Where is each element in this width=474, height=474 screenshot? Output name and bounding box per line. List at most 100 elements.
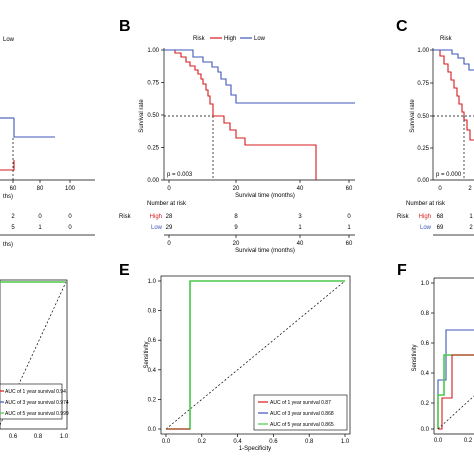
risk-count: 1 <box>298 225 302 231</box>
auc-3yr-label: AUC of 3 year survival 0.868 <box>270 411 334 417</box>
y-tick: 1.0 <box>421 281 430 287</box>
y-axis-label: Sensitivity <box>144 341 150 368</box>
risk-x-tick: 0 <box>167 241 171 247</box>
x-tick: 0.6 <box>269 439 278 445</box>
auc-5yr-label: AUC of 5 year survival 0.865 <box>270 422 334 428</box>
risk-count: 0 <box>347 214 351 220</box>
x-tick: 0.4 <box>233 439 242 445</box>
x-axis-label: Survival time (months) <box>235 193 295 199</box>
roc-curve-5yr <box>437 354 474 429</box>
risk-row-low-label: Low <box>151 225 163 231</box>
risk-count: 29 <box>166 225 173 231</box>
x-tick: 40 <box>297 186 304 192</box>
x-tick: 0.6 <box>9 434 18 440</box>
y-tick: 0.0 <box>148 427 157 433</box>
x-tick: 80 <box>37 186 44 192</box>
auc-1yr-label: AUC of 1 year survival 0.87 <box>270 400 331 406</box>
risk-count: 0 <box>68 214 72 220</box>
risk-count: 2 <box>11 214 15 220</box>
risk-group-label: Risk <box>397 214 410 220</box>
panel-c: Risk 1.00 0.75 0.50 0.25 0.00 Survival r… <box>397 36 474 236</box>
x-tick: 0.2 <box>464 438 473 444</box>
roc-curve-1yr <box>438 354 474 430</box>
risk-row-high-label: High <box>150 214 162 220</box>
x-tick: 60 <box>346 186 353 192</box>
y-tick: 0.75 <box>417 81 429 87</box>
x-tick: 2 <box>468 186 472 192</box>
x-tick: 100 <box>65 186 76 192</box>
reference-diagonal <box>165 280 346 430</box>
risk-x-tick: 40 <box>297 241 304 247</box>
x-axis-label: 1-Specificity <box>239 446 271 452</box>
y-tick: 1.00 <box>147 48 159 54</box>
x-tick: 1.0 <box>60 434 69 440</box>
panel-label-b: B <box>119 18 131 35</box>
legend-low-label: Low <box>254 36 266 42</box>
y-tick: 0.75 <box>147 81 159 87</box>
y-tick: 0.00 <box>147 178 159 184</box>
risk-x-axis-label: Survival time (months) <box>235 248 295 254</box>
risk-count: 0 <box>38 214 42 220</box>
panel-f: 1.0 0.8 0.6 0.4 0.2 0.0 Sensitivity 0.0 … <box>412 277 474 444</box>
y-tick: 0.0 <box>421 427 430 433</box>
risk-x-tick: 60 <box>346 241 353 247</box>
y-tick: 0.8 <box>421 311 430 317</box>
y-tick: 0.50 <box>417 114 429 120</box>
reference-diagonal <box>437 395 474 430</box>
risk-count: 69 <box>437 225 444 231</box>
risk-x-tick: 20 <box>233 241 240 247</box>
x-tick: 20 <box>233 186 240 192</box>
y-tick: 0.2 <box>421 401 430 407</box>
risk-x-axis-label: ths) <box>3 242 13 248</box>
x-tick: 0.8 <box>305 439 314 445</box>
y-tick: 1.0 <box>148 279 157 285</box>
y-tick: 0.25 <box>417 146 429 152</box>
risk-count: 28 <box>166 214 173 220</box>
x-tick: 0.0 <box>434 438 443 444</box>
panel-a: Low 60 80 100 ths) 2 0 0 5 1 0 ths) <box>0 37 95 248</box>
y-tick: 0.50 <box>147 113 159 119</box>
risk-count: 2 <box>469 225 473 231</box>
panel-d: AUC of 1 year survival 0.94 AUC of 3 yea… <box>0 279 69 440</box>
y-tick: 0.6 <box>148 338 157 344</box>
risk-group-label: Risk <box>119 214 132 220</box>
y-axis-label: Survival rate <box>139 99 145 133</box>
x-tick: 0.0 <box>162 439 171 445</box>
x-tick: 0.8 <box>34 434 43 440</box>
auc-3yr-label: AUC of 3 year survival 0.974 <box>5 400 69 406</box>
high-risk-curve <box>433 49 474 141</box>
panel-b: Risk High Low Survival rate 0.00 0.25 0.50… <box>119 36 355 254</box>
y-tick: 1.00 <box>417 48 429 54</box>
risk-count: 1 <box>38 225 42 231</box>
y-tick: 0.6 <box>421 341 430 347</box>
auc-legend-box <box>253 394 348 431</box>
x-tick: 1.0 <box>341 439 350 445</box>
y-tick: 0.8 <box>148 309 157 315</box>
x-axis-label: ths) <box>3 194 13 200</box>
risk-count: 8 <box>234 214 238 220</box>
y-axis-label: Sensitivity <box>412 344 418 371</box>
low-risk-curve-tail <box>13 118 55 138</box>
legend-high-label: High <box>224 36 236 42</box>
risk-count: 3 <box>298 214 302 220</box>
legend-title: Risk <box>440 36 453 42</box>
risk-row-high-label: High <box>419 214 431 220</box>
legend-low-label: Low <box>3 37 15 43</box>
y-tick: 0.4 <box>148 368 157 374</box>
auc-5yr-label: AUC of 5 year survival 0.999 <box>5 411 69 417</box>
plot-frame <box>0 279 68 430</box>
risk-count: 0 <box>68 225 72 231</box>
panel-label-e: E <box>119 262 130 279</box>
risk-table-title: Number at risk <box>147 201 187 207</box>
x-tick: 0.2 <box>198 439 207 445</box>
x-tick: 0 <box>167 186 171 192</box>
p-value: p = 0.003 <box>167 172 193 178</box>
panel-label-f: F <box>397 262 407 279</box>
risk-count: 9 <box>234 225 238 231</box>
risk-count: 68 <box>437 214 444 220</box>
y-tick: 0.4 <box>421 371 430 377</box>
legend-title: Risk <box>193 36 206 42</box>
risk-count: 1 <box>469 214 473 220</box>
panel-e: 0.0 0.2 0.4 0.6 0.8 1.0 0.0 0.2 0.4 0.6 0.8 1.0 Se… <box>144 275 351 452</box>
low-risk-curve <box>433 49 474 71</box>
